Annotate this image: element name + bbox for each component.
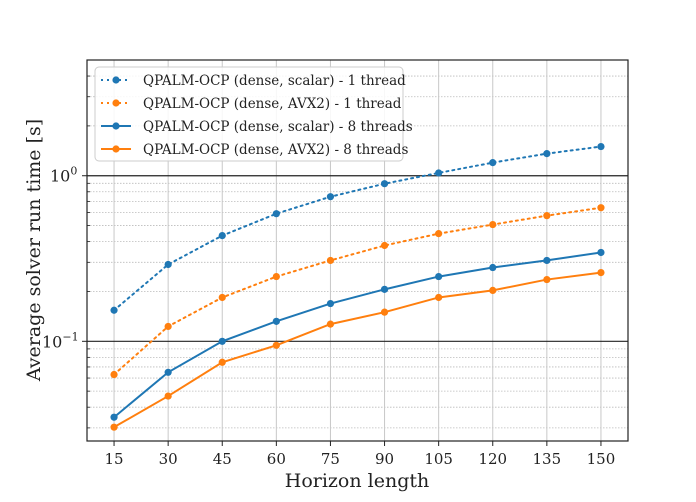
data-point: [326, 256, 335, 265]
legend-box: [94, 66, 404, 162]
data-point: [489, 159, 497, 167]
x-tick-label: 75: [321, 450, 340, 468]
y-tick-label: 10−1: [42, 330, 79, 351]
x-axis-label: Horizon length: [285, 470, 430, 492]
legend-label: QPALM-OCP (dense, AVX2) - 8 threads: [143, 142, 408, 158]
data-point: [110, 423, 118, 431]
data-point: [597, 142, 605, 151]
x-tick-label: 120: [478, 450, 507, 468]
data-point: [597, 248, 605, 257]
data-point: [597, 269, 605, 277]
legend: QPALM-OCP (dense, scalar) - 1 thread QPAL…: [94, 66, 413, 162]
data-point: [164, 392, 172, 400]
data-point: [543, 150, 551, 158]
y-tick-label: 100: [50, 165, 77, 186]
data-point: [435, 293, 443, 302]
x-tick-label: 150: [587, 450, 616, 468]
x-tick-label: 135: [533, 450, 562, 468]
x-tick-label: 90: [375, 450, 394, 468]
data-point: [272, 272, 280, 281]
legend-label: QPALM-OCP (dense, AVX2) - 1 thread: [143, 96, 402, 112]
x-tick-label: 105: [424, 450, 453, 468]
data-point: [218, 358, 226, 366]
data-point: [543, 212, 551, 220]
data-point: [489, 286, 497, 294]
data-point: [164, 260, 172, 269]
y-ticks: 100 10−1: [42, 165, 87, 351]
data-point: [543, 256, 551, 265]
data-point: [489, 220, 497, 229]
data-point: [380, 180, 389, 188]
y-axis-label: Average solver run time [s]: [23, 119, 45, 382]
legend-marker: [112, 122, 120, 130]
data-point: [435, 230, 443, 238]
legend-label: QPALM-OCP (dense, scalar) - 8 threads: [143, 119, 413, 135]
data-point: [218, 293, 226, 302]
data-point: [489, 263, 497, 272]
series-line-0: [113, 145, 602, 312]
data-point: [380, 308, 389, 316]
data-point: [110, 370, 118, 379]
data-point: [164, 322, 172, 331]
legend-marker: [112, 99, 120, 107]
legend-marker: [112, 145, 120, 153]
data-point: [326, 193, 335, 201]
data-point: [380, 285, 389, 293]
data-point: [597, 204, 605, 212]
data-point: [435, 272, 443, 281]
data-point: [380, 241, 389, 250]
plot-frame: [86, 59, 629, 442]
data-point: [326, 299, 335, 308]
data-point: [218, 231, 226, 240]
data-point: [326, 320, 335, 328]
data-point: [272, 317, 280, 325]
data-point: [164, 368, 172, 376]
x-tick-label: 15: [105, 450, 124, 468]
series-line-1: [113, 206, 602, 376]
data-point: [435, 169, 443, 177]
data-point: [218, 337, 226, 345]
series-group: [110, 142, 605, 431]
x-tick-label: 30: [159, 450, 178, 468]
data-point: [272, 210, 280, 218]
x-tick-label: 45: [213, 450, 232, 468]
series-line-2: [113, 251, 602, 419]
legend-label: QPALM-OCP (dense, scalar) - 1 thread: [143, 73, 406, 89]
data-point: [110, 413, 118, 421]
x-ticks: 15 30 45 60 75 90 105 120 135 150: [105, 441, 616, 468]
series-line-3: [113, 271, 602, 429]
data-point: [543, 275, 551, 284]
legend-marker: [112, 76, 120, 84]
data-point: [110, 306, 118, 314]
data-point: [272, 341, 280, 349]
x-tick-label: 60: [267, 450, 286, 468]
